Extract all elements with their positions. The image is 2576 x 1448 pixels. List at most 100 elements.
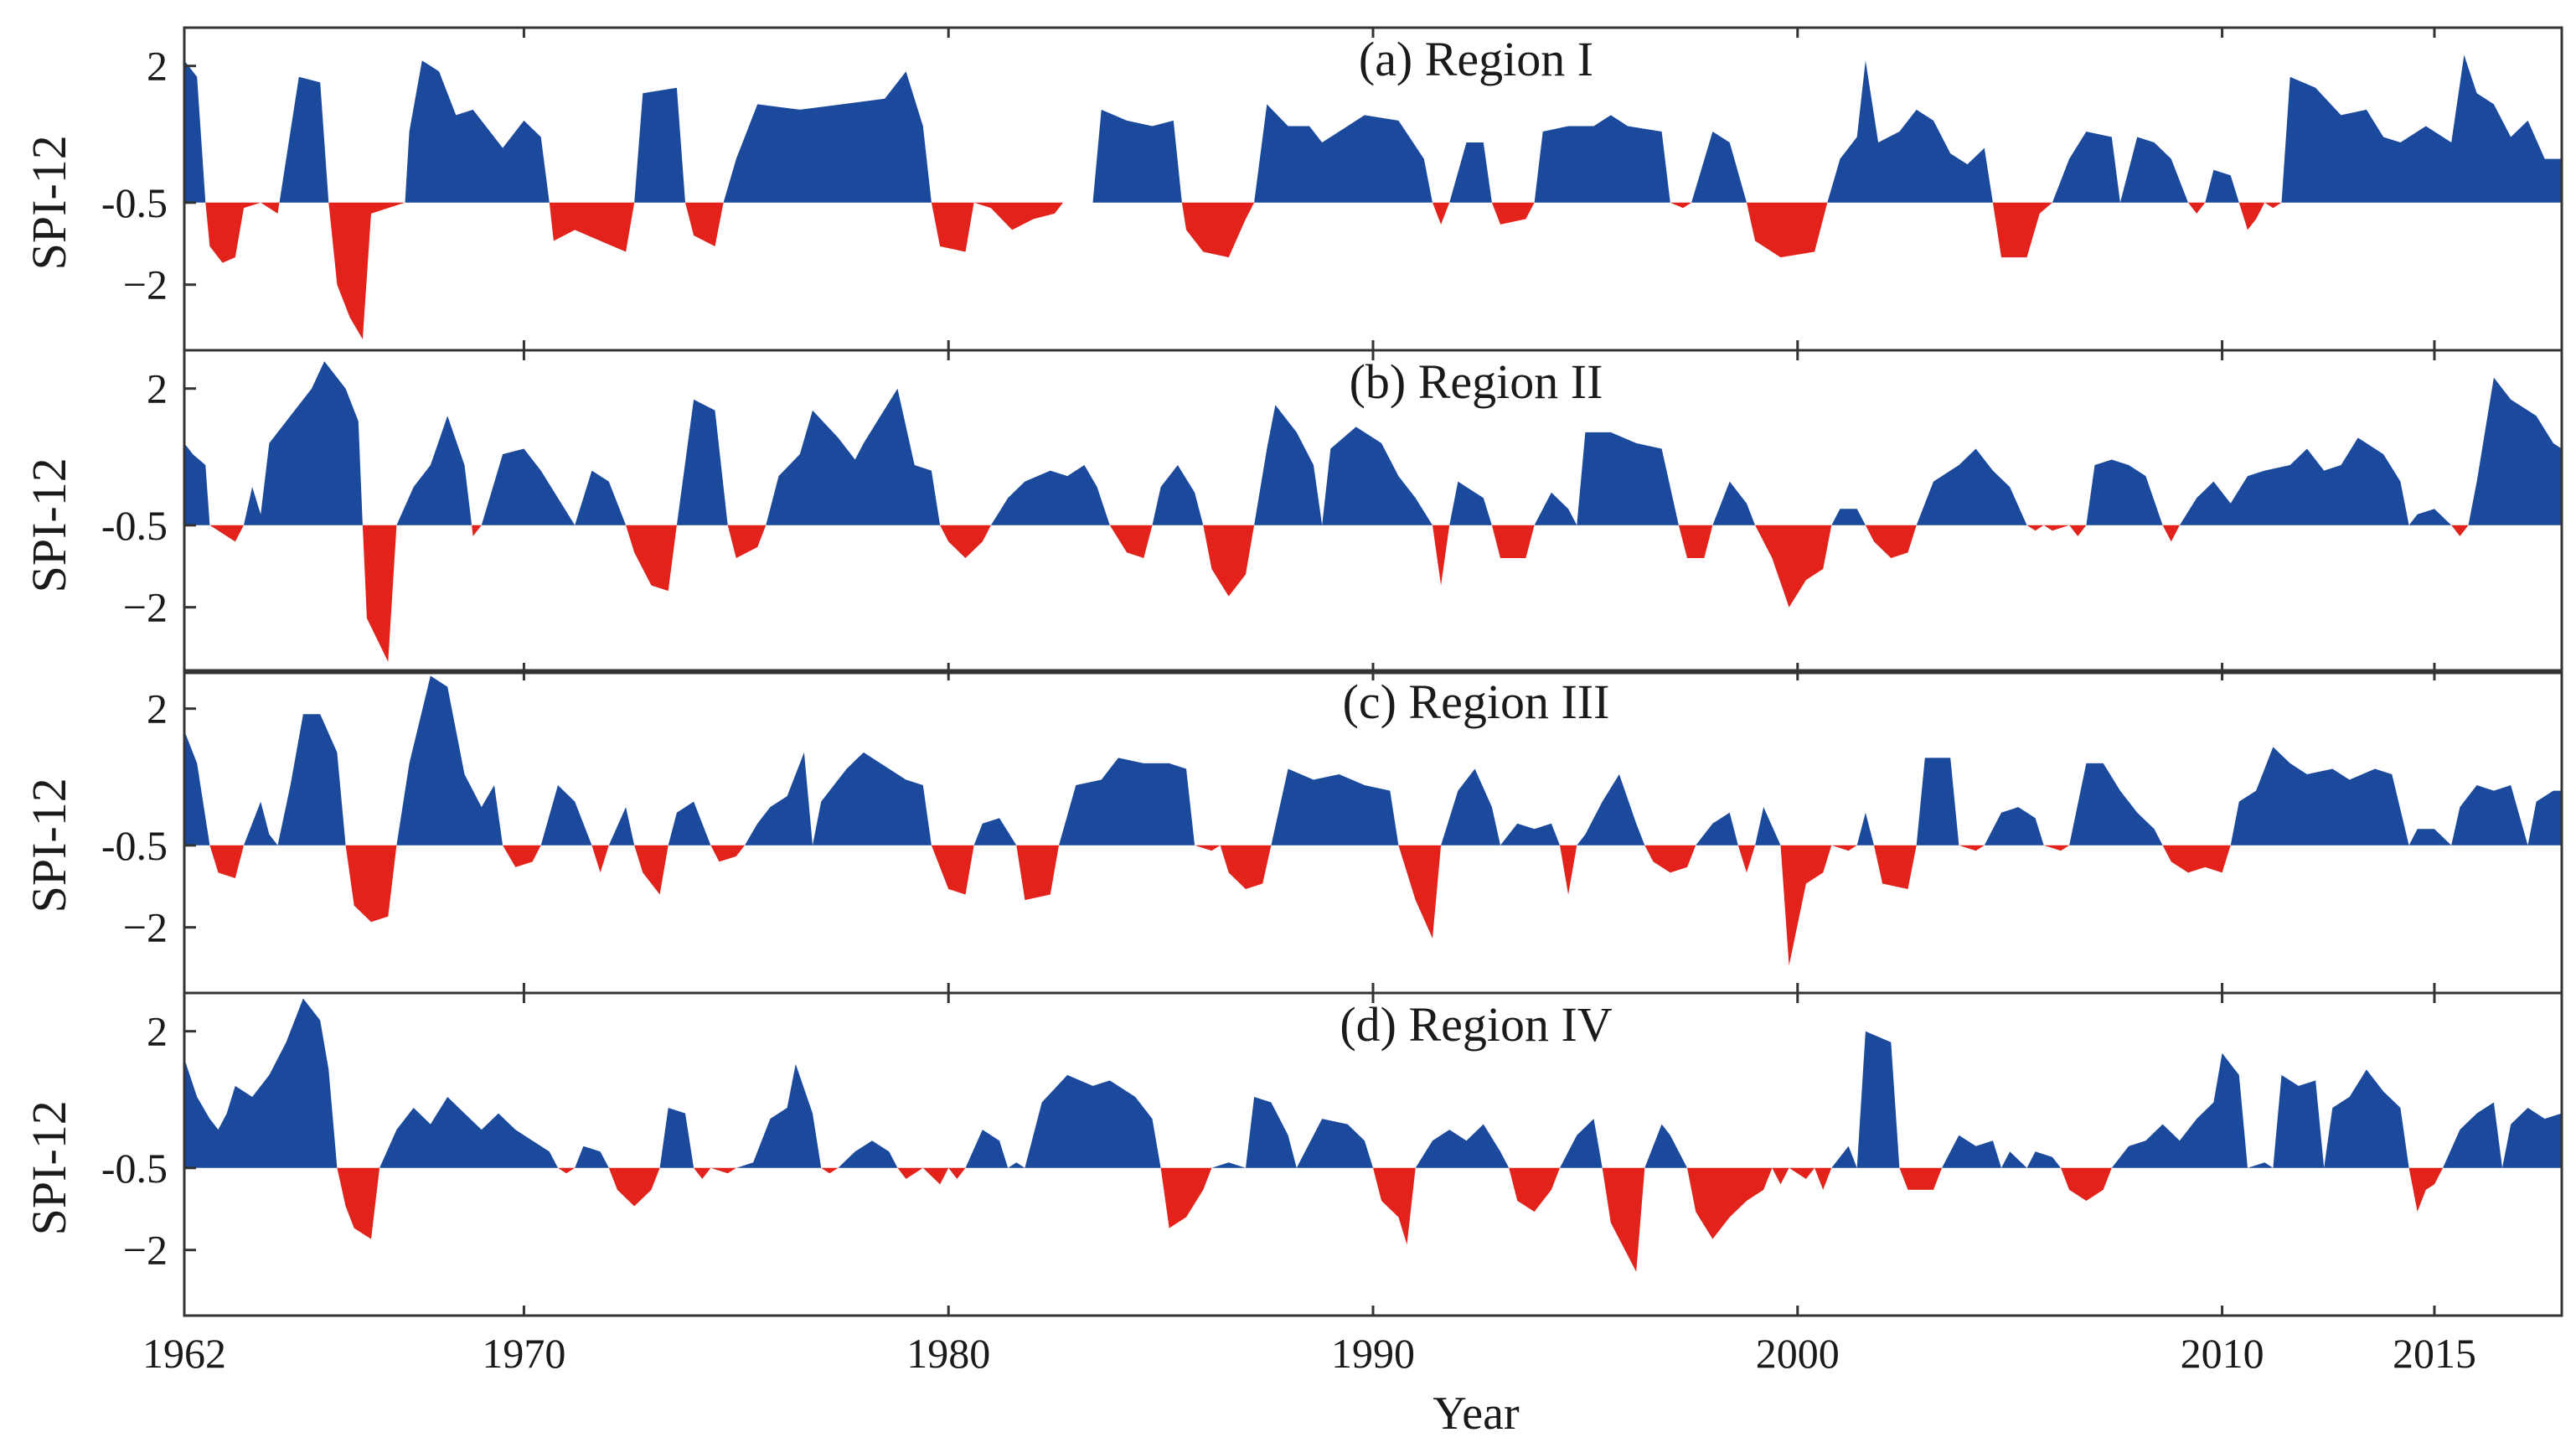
ytick-label-2-0: 2 bbox=[147, 365, 168, 412]
ytick-label-4-1: -0.5 bbox=[101, 1145, 168, 1192]
wet-area-2-22 bbox=[1712, 481, 1756, 525]
dry-area-2-9 bbox=[727, 525, 767, 558]
dry-area-3-1 bbox=[209, 845, 244, 878]
wet-area-3-0 bbox=[184, 730, 210, 846]
wet-area-3-4 bbox=[396, 675, 503, 846]
dry-area-3-33 bbox=[2043, 845, 2070, 851]
wet-area-4-12 bbox=[965, 1074, 1161, 1168]
dry-area-3-3 bbox=[345, 845, 397, 923]
panel-title-4: (d) Region IV bbox=[1340, 997, 1612, 1052]
wet-area-1-20 bbox=[1827, 60, 1993, 203]
wet-area-2-2 bbox=[244, 361, 363, 525]
wet-area-3-36 bbox=[2230, 747, 2562, 846]
dry-area-4-3 bbox=[558, 1167, 576, 1174]
xtick-label-5: 2010 bbox=[2181, 1330, 2264, 1377]
panel-4: 2 -0.5 −2 (d) Region IV SPI-12 bbox=[22, 991, 2563, 1317]
wet-area-2-4 bbox=[396, 416, 472, 525]
xtick-label-6: 2015 bbox=[2393, 1330, 2476, 1377]
wet-area-1-0 bbox=[184, 60, 206, 203]
xtick-label-4: 2000 bbox=[1756, 1330, 1840, 1377]
wet-area-2-20 bbox=[1534, 432, 1679, 525]
dry-area-3-31 bbox=[1959, 845, 1985, 851]
dry-area-4-17 bbox=[1509, 1167, 1560, 1212]
wet-area-2-16 bbox=[1254, 405, 1433, 525]
dry-area-2-27 bbox=[2026, 525, 2087, 536]
wet-area-4-28 bbox=[2443, 1102, 2562, 1168]
wet-area-1-10 bbox=[1092, 109, 1182, 203]
wet-area-3-8 bbox=[608, 807, 635, 846]
y-axis-label-4: SPI-12 bbox=[22, 1100, 76, 1235]
y-axis-label-1: SPI-12 bbox=[22, 135, 76, 270]
dry-area-1-7 bbox=[685, 202, 724, 246]
ytick-label-1-1: -0.5 bbox=[101, 179, 168, 226]
wet-area-3-6 bbox=[540, 785, 592, 846]
dry-area-4-23 bbox=[1899, 1167, 1943, 1190]
wet-area-2-30 bbox=[2179, 437, 2452, 525]
ytick-label-4-2: −2 bbox=[123, 1227, 168, 1274]
wet-area-1-22 bbox=[2052, 132, 2188, 203]
dry-area-2-17 bbox=[1433, 525, 1450, 586]
dry-area-2-29 bbox=[2162, 525, 2180, 542]
wet-area-1-18 bbox=[1691, 132, 1747, 203]
dry-area-3-21 bbox=[1560, 845, 1577, 895]
wet-area-3-24 bbox=[1696, 812, 1738, 846]
dry-area-1-9 bbox=[931, 202, 1093, 252]
dry-area-2-21 bbox=[1678, 525, 1713, 558]
dry-area-3-25 bbox=[1737, 845, 1756, 873]
dry-area-2-1 bbox=[209, 525, 244, 542]
dry-area-3-9 bbox=[634, 845, 669, 895]
dry-area-1-19 bbox=[1747, 202, 1828, 258]
dry-area-3-27 bbox=[1780, 845, 1857, 966]
wet-area-4-14 bbox=[1211, 1097, 1373, 1168]
dry-area-4-25 bbox=[2061, 1167, 2112, 1201]
wet-area-4-6 bbox=[659, 1108, 694, 1168]
dry-area-1-21 bbox=[1992, 202, 2052, 258]
wet-area-4-26 bbox=[2111, 1052, 2409, 1168]
wet-area-2-18 bbox=[1449, 481, 1492, 525]
dry-area-1-11 bbox=[1181, 202, 1255, 258]
dry-area-2-7 bbox=[626, 525, 677, 592]
dry-area-4-19 bbox=[1602, 1167, 1645, 1272]
wet-area-3-16 bbox=[1059, 758, 1195, 846]
wet-area-2-0 bbox=[184, 442, 210, 525]
wet-area-1-6 bbox=[634, 87, 685, 203]
wet-area-3-10 bbox=[668, 801, 711, 846]
wet-area-1-4 bbox=[405, 60, 550, 203]
wet-area-2-14 bbox=[1152, 465, 1204, 525]
dry-area-3-7 bbox=[591, 845, 609, 873]
wet-area-2-28 bbox=[2086, 459, 2163, 525]
wet-area-3-26 bbox=[1755, 807, 1781, 846]
wet-area-3-22 bbox=[1577, 774, 1645, 846]
wet-area-3-30 bbox=[1916, 758, 1959, 846]
wet-area-1-14 bbox=[1449, 142, 1492, 203]
wet-area-4-20 bbox=[1644, 1124, 1687, 1168]
wet-area-4-2 bbox=[379, 1097, 558, 1168]
wet-area-2-8 bbox=[676, 399, 728, 525]
wet-area-3-34 bbox=[2069, 763, 2163, 846]
xtick-label-1: 1970 bbox=[482, 1330, 565, 1377]
panel-2: 2 -0.5 −2 (b) Region II SPI-12 bbox=[22, 349, 2563, 675]
wet-area-1-24 bbox=[2205, 169, 2239, 203]
dry-area-2-31 bbox=[2451, 525, 2469, 536]
wet-area-2-6 bbox=[481, 448, 627, 525]
dry-area-4-15 bbox=[1373, 1167, 1416, 1245]
dry-area-2-19 bbox=[1491, 525, 1535, 558]
xtick-label-0: 1962 bbox=[142, 1330, 226, 1377]
dry-area-3-19 bbox=[1398, 845, 1442, 939]
dry-area-3-23 bbox=[1644, 845, 1696, 873]
dry-area-2-13 bbox=[1109, 525, 1153, 558]
wet-area-3-28 bbox=[1856, 812, 1874, 846]
panel-title-1: (a) Region I bbox=[1359, 32, 1593, 86]
wet-area-3-12 bbox=[745, 752, 932, 846]
panel-title-3: (c) Region III bbox=[1343, 675, 1610, 729]
wet-area-4-18 bbox=[1560, 1119, 1603, 1168]
wet-area-2-12 bbox=[990, 465, 1110, 525]
panel-1: 2 -0.5 −2 (a) Region I SPI-12 bbox=[22, 26, 2563, 352]
panels: 2 -0.5 −2 (a) Region I SPI-12 2 -0.5 −2 (b) Regi… bbox=[22, 26, 2563, 1317]
dry-area-3-15 bbox=[1016, 845, 1059, 901]
dry-area-4-11 bbox=[897, 1167, 966, 1185]
dry-area-3-11 bbox=[710, 845, 745, 862]
dry-area-2-11 bbox=[940, 525, 991, 558]
wet-area-2-32 bbox=[2468, 377, 2562, 525]
wet-area-4-4 bbox=[575, 1145, 609, 1168]
